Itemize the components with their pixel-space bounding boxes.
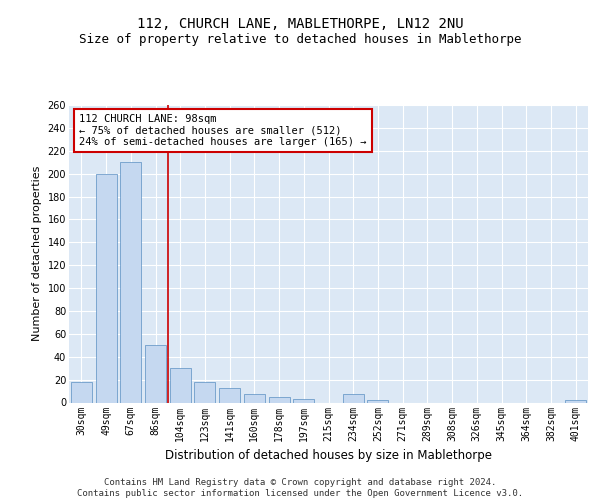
Bar (219, 388, 240, 402)
Bar (343, 394, 364, 402)
Bar (120, 162, 141, 402)
Bar (145, 346, 166, 403)
Bar (194, 382, 215, 402)
Text: Contains HM Land Registry data © Crown copyright and database right 2024.
Contai: Contains HM Land Registry data © Crown c… (77, 478, 523, 498)
Bar (367, 400, 388, 402)
Text: 112 CHURCH LANE: 98sqm
← 75% of detached houses are smaller (512)
24% of semi-de: 112 CHURCH LANE: 98sqm ← 75% of detached… (79, 114, 367, 147)
Bar (95, 174, 116, 402)
Bar (170, 368, 191, 402)
Text: Size of property relative to detached houses in Mablethorpe: Size of property relative to detached ho… (79, 32, 521, 46)
Bar (71, 382, 92, 402)
Y-axis label: Number of detached properties: Number of detached properties (32, 166, 42, 342)
Bar (293, 399, 314, 402)
Text: 112, CHURCH LANE, MABLETHORPE, LN12 2NU: 112, CHURCH LANE, MABLETHORPE, LN12 2NU (137, 18, 463, 32)
X-axis label: Distribution of detached houses by size in Mablethorpe: Distribution of detached houses by size … (165, 449, 492, 462)
Bar (565, 400, 586, 402)
Bar (244, 394, 265, 402)
Bar (269, 397, 290, 402)
